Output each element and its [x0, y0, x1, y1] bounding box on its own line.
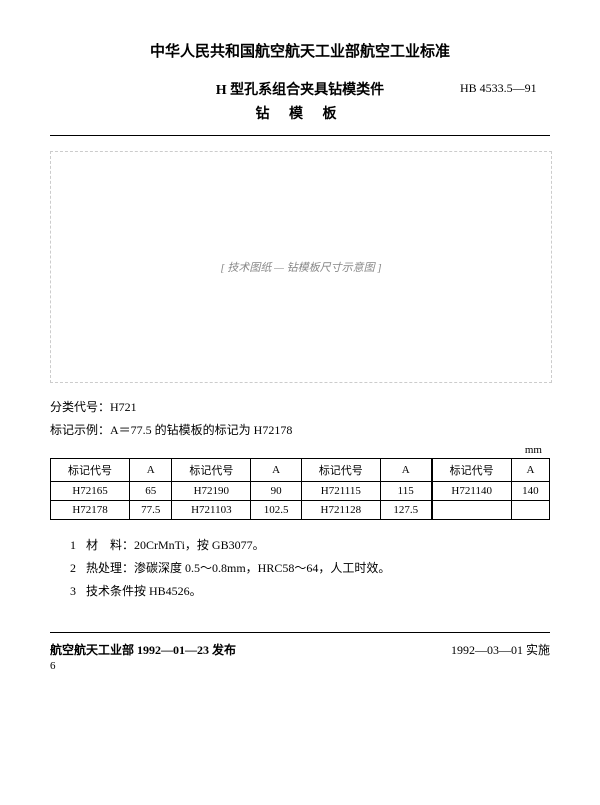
technical-drawing: [ 技术图纸 — 钻模板尺寸示意图 ]	[50, 151, 552, 383]
table-row: H72178 77.5 H721103 102.5 H721128 127.5	[51, 501, 550, 520]
col-header: A	[251, 459, 301, 482]
unit-label: mm	[50, 444, 550, 456]
org-title: 中华人民共和国航空航天工业部航空工业标准	[50, 40, 550, 61]
doc-subtitle-2: 钻 模 板	[50, 103, 550, 123]
col-header: 标记代号	[172, 459, 251, 482]
table-row: H72165 65 H72190 90 H721115 115 H721140 …	[51, 482, 550, 501]
dimension-table: 标记代号 A 标记代号 A 标记代号 A 标记代号 A H72165 65 H7…	[50, 458, 550, 520]
notes-list: 1材 料：20CrMnTi，按 GB3077。 2热处理：渗碳深度 0.5～0.…	[70, 534, 550, 602]
footer-publish: 航空航天工业部 1992—01—23 发布	[50, 641, 236, 658]
col-header: 标记代号	[51, 459, 130, 482]
footer-effective: 1992—03—01 实施	[451, 641, 550, 658]
note-item: 2热处理：渗碳深度 0.5～0.8mm，HRC58～64，人工时效。	[70, 557, 550, 580]
col-header: 标记代号	[432, 459, 512, 482]
divider	[50, 135, 550, 136]
col-header: A	[130, 459, 172, 482]
table-header-row: 标记代号 A 标记代号 A 标记代号 A 标记代号 A	[51, 459, 550, 482]
footer-divider	[50, 632, 550, 633]
marking-example: 标记示例：A＝77.5 的钻模板的标记为 H72178	[50, 421, 550, 438]
note-item: 1材 料：20CrMnTi，按 GB3077。	[70, 534, 550, 557]
doc-subtitle-1: H 型孔系组合夹具钻模类件	[140, 79, 460, 99]
col-header: A	[380, 459, 431, 482]
classification-code: 分类代号：H721	[50, 398, 550, 415]
col-header: 标记代号	[301, 459, 380, 482]
footer: 航空航天工业部 1992—01—23 发布 1992—03—01 实施	[50, 641, 550, 658]
col-header: A	[511, 459, 549, 482]
page-number: 6	[50, 660, 550, 672]
standard-code: HB 4533.5—91	[460, 79, 550, 96]
note-item: 3技术条件按 HB4526。	[70, 580, 550, 603]
